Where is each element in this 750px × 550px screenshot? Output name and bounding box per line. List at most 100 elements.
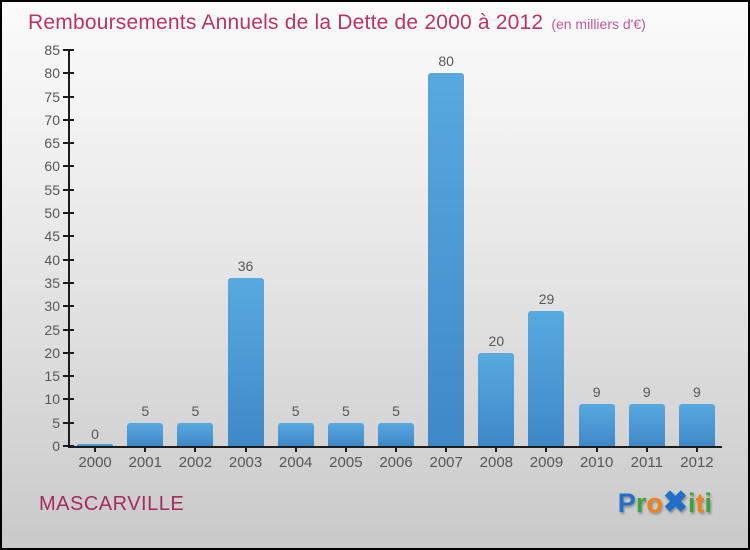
x-tick-2010 — [595, 446, 598, 452]
bar-2009 — [528, 310, 565, 446]
y-tick-70 — [63, 118, 74, 121]
x-tick-label-2009: 2009 — [529, 454, 564, 471]
y-tick-5 — [63, 421, 74, 424]
y-tick-label-20: 20 — [44, 344, 60, 361]
logo-letter-i2: i — [704, 488, 712, 518]
bar-value-2003: 36 — [237, 258, 254, 275]
y-tick-label-40: 40 — [44, 251, 60, 268]
x-tick-2006 — [395, 446, 398, 452]
y-tick-80 — [63, 72, 74, 75]
bar-group-2012: 9 2012 — [672, 50, 722, 471]
bar-group-2001: 5 2001 — [120, 50, 170, 471]
bar-value-2006: 5 — [392, 402, 400, 419]
logo-letter-p: P — [617, 488, 636, 518]
x-tick-2003 — [244, 446, 247, 452]
x-tick-2001 — [144, 446, 147, 452]
y-tick-label-30: 30 — [44, 298, 60, 315]
bar-value-2008: 20 — [488, 332, 505, 349]
y-tick-label-60: 60 — [44, 158, 60, 175]
y-tick-label-10: 10 — [44, 391, 60, 408]
x-tick-label-2006: 2006 — [379, 454, 413, 471]
bar-value-2005: 5 — [341, 402, 350, 419]
y-tick-30 — [63, 305, 74, 308]
y-tick-0 — [63, 445, 74, 447]
logo-letter-o: o — [646, 488, 663, 518]
x-tick-2005 — [344, 446, 347, 452]
y-tick-40 — [63, 258, 74, 261]
y-tick-85 — [63, 49, 74, 51]
bars-layer: 0 2000 5 2001 5 2002 36 2003 5 2004 5 2005 5 2006 80 20… — [70, 50, 722, 471]
bar-value-2000: 0 — [91, 426, 99, 442]
bar-group-2007: 80 2007 — [421, 50, 471, 471]
x-tick-2000 — [94, 446, 97, 452]
x-tick-label-2011: 2011 — [630, 454, 663, 471]
bar-value-2001: 5 — [141, 402, 150, 419]
y-tick-label-25: 25 — [44, 321, 60, 338]
y-axis: 0 5 10 15 20 25 30 35 40 45 50 55 60 65 70 75 80 85 — [44, 43, 722, 453]
bar-value-2011: 9 — [642, 384, 651, 401]
y-tick-75 — [63, 95, 74, 98]
bar-group-2010: 9 2010 — [572, 50, 622, 471]
bar-2008 — [478, 352, 515, 446]
bar-value-2012: 9 — [693, 384, 701, 401]
bar-group-2006: 5 2006 — [371, 50, 421, 471]
y-tick-60 — [63, 165, 74, 168]
bar-group-2009: 29 2009 — [521, 50, 571, 471]
y-tick-55 — [63, 188, 74, 191]
bar-value-2007: 80 — [438, 53, 454, 70]
bar-group-2004: 5 2004 — [271, 50, 321, 471]
plot-area: 0 5 10 15 20 25 30 35 40 45 50 55 60 65 70 75 80 85 0 2000… — [44, 43, 722, 471]
bar-group-2008: 20 2008 — [471, 50, 521, 471]
x-tick-2011 — [645, 446, 648, 452]
bar-2011 — [628, 404, 665, 446]
logo-letter-x: ✖ — [662, 486, 688, 519]
bar-2002 — [177, 422, 214, 446]
y-tick-65 — [63, 142, 74, 145]
bar-2001 — [127, 422, 164, 446]
bar-2005 — [327, 422, 364, 446]
y-tick-25 — [63, 328, 74, 331]
x-tick-2002 — [194, 446, 197, 452]
title-row: Remboursements Annuels de la Dette de 20… — [28, 11, 646, 35]
x-tick-label-2003: 2003 — [228, 454, 263, 471]
y-tick-label-15: 15 — [44, 368, 60, 385]
x-tick-label-2005: 2005 — [329, 454, 363, 471]
logo-letter-r: r — [635, 488, 647, 518]
logo-letter-i1: i — [687, 488, 696, 518]
bar-2007 — [428, 73, 465, 446]
y-tick-50 — [63, 212, 74, 215]
y-tick-label-55: 55 — [44, 181, 60, 198]
x-tick-2004 — [294, 446, 297, 452]
bar-group-2011: 9 2011 — [622, 50, 672, 471]
y-tick-10 — [63, 398, 74, 401]
bar-2003 — [227, 278, 264, 446]
bar-value-2002: 5 — [191, 402, 200, 419]
chart-subtitle: (en milliers d'€) — [551, 16, 646, 32]
y-tick-20 — [63, 351, 74, 354]
y-tick-label-35: 35 — [44, 274, 60, 291]
y-tick-label-70: 70 — [44, 111, 60, 128]
y-tick-label-85: 85 — [44, 42, 60, 58]
x-tick-2008 — [495, 446, 498, 452]
bar-2012 — [678, 404, 715, 446]
bar-group-2000: 0 2000 — [70, 50, 120, 471]
proxiti-logo: Pro✖iti — [618, 488, 712, 519]
y-tick-15 — [63, 375, 74, 378]
y-tick-35 — [63, 281, 74, 284]
chart-title: Remboursements Annuels de la Dette de 20… — [28, 11, 544, 34]
y-tick-label-80: 80 — [44, 65, 60, 82]
x-tick-2007 — [445, 446, 448, 452]
bar-2000 — [77, 444, 114, 446]
x-tick-2012 — [695, 446, 698, 452]
bar-2006 — [378, 422, 415, 446]
y-tick-label-65: 65 — [44, 135, 60, 152]
x-tick-2009 — [545, 446, 548, 452]
bar-2010 — [578, 404, 615, 446]
y-tick-label-5: 5 — [52, 414, 60, 431]
x-tick-label-2010: 2010 — [579, 454, 614, 471]
logo-letter-t: t — [695, 488, 705, 518]
bar-value-2009: 29 — [538, 290, 555, 307]
x-tick-label-2004: 2004 — [279, 454, 313, 471]
y-tick-label-50: 50 — [44, 205, 60, 222]
